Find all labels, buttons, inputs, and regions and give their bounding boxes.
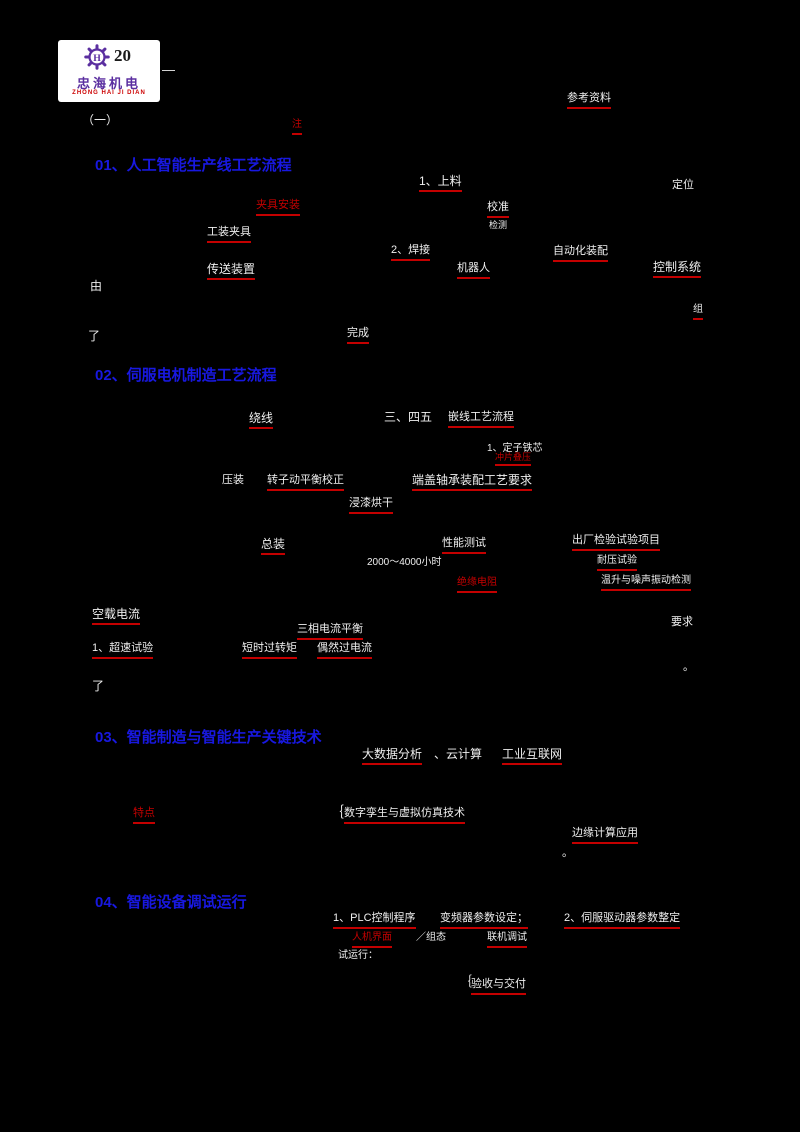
text-fragment: 控制系统 (653, 260, 702, 278)
text-fragment: 转子动平衡校正 (267, 474, 344, 491)
text-fragment: 压装 (222, 474, 244, 486)
text-fragment: 浸漆烘干 (349, 497, 393, 514)
text-fragment: 边缘计算应用 (572, 827, 638, 844)
company-logo: H 20 忠海机电 ZHONG HAI JI DIAN (58, 40, 160, 102)
text-fragment: 完成 (347, 327, 369, 344)
section-heading: 01、人工智能生产线工艺流程 (95, 157, 292, 174)
text-fragment: 出厂检验试验项目 (572, 534, 660, 551)
text-fragment: 要求 (671, 616, 693, 628)
text-fragment: 冲片叠压 (495, 452, 532, 467)
text-fragment: 自动化装配 (553, 245, 608, 262)
text-fragment: 总装 (261, 537, 286, 555)
text-fragment: 1、定子铁芯 (487, 443, 543, 454)
text-fragment: 夹具安装 (256, 199, 300, 216)
text-fragment: （一） (82, 113, 119, 127)
text-fragment: 端盖轴承装配工艺要求 (412, 473, 533, 491)
text-fragment: 1、超速试验 (92, 642, 154, 659)
text-fragment: 人机界面 (352, 932, 392, 948)
text-fragment: 耐压试验 (597, 555, 637, 571)
text-fragment: 短时过转矩 (242, 642, 297, 659)
text-fragment: ｛ (330, 804, 344, 820)
text-fragment: — (162, 62, 175, 77)
text-fragment: 偶然过电流 (317, 642, 372, 659)
text-fragment: 定位 (672, 179, 694, 191)
text-fragment: 参考资料 (567, 92, 611, 109)
section-heading: 03、智能制造与智能生产关键技术 (95, 729, 322, 746)
text-fragment: 校准 (487, 201, 509, 218)
text-fragment: ／组态 (416, 932, 446, 943)
text-fragment: 联机调试 (487, 932, 527, 948)
text-fragment: 空载电流 (92, 607, 141, 625)
text-fragment: 2、焊接 (391, 244, 431, 261)
section-heading: 04、智能设备调试运行 (95, 894, 247, 911)
text-fragment: 特点 (133, 807, 155, 824)
text-fragment: 试运行： (338, 950, 378, 961)
text-fragment: 性能测试 (442, 537, 486, 554)
text-fragment: 1、PLC控制程序 (333, 912, 416, 929)
year-text: 20 (114, 46, 131, 65)
text-fragment: 三相电流平衡 (297, 623, 363, 640)
text-fragment: 注 (292, 119, 302, 135)
text-fragment: 2000～4000小时 (367, 557, 442, 568)
text-fragment: 由 (90, 279, 103, 293)
text-fragment: 三、四五 (384, 410, 433, 424)
text-fragment: 绝缘电阻 (457, 577, 497, 593)
text-fragment: 温升与噪声振动检测 (601, 575, 691, 591)
text-fragment: 绕线 (249, 411, 274, 429)
brand-name-en: ZHONG HAI JI DIAN (72, 90, 146, 96)
text-fragment: 工业互联网 (502, 747, 563, 765)
text-fragment: 。 (562, 847, 573, 859)
text-fragment: 变频器参数设定； (440, 912, 528, 929)
text-fragment: 了 (92, 679, 105, 693)
svg-text:H: H (93, 53, 101, 64)
text-fragment: 2、伺服驱动器参数整定 (564, 912, 681, 929)
text-fragment: 大数据分析 (362, 747, 423, 765)
text-fragment: 1、上料 (419, 174, 462, 192)
text-fragment: 。 (683, 661, 694, 673)
section-heading: 02、伺服电机制造工艺流程 (95, 367, 277, 384)
text-fragment: 了 (88, 329, 101, 343)
text-fragment: 验收与交付 (471, 978, 526, 995)
text-fragment: 机器人 (457, 262, 490, 279)
text-fragment: 、云计算 (434, 747, 483, 761)
text-fragment: 数字孪生与虚拟仿真技术 (344, 807, 465, 824)
text-fragment: 嵌线工艺流程 (448, 411, 514, 428)
text-fragment: 组 (693, 304, 703, 320)
text-fragment: ｛ (459, 974, 473, 989)
text-fragment: 工装夹具 (207, 226, 251, 243)
brand-name: 忠海机电 (76, 76, 141, 91)
text-fragment: 检测 (489, 220, 508, 230)
text-fragment: 传送装置 (207, 262, 256, 280)
gear-icon: H (84, 44, 110, 70)
